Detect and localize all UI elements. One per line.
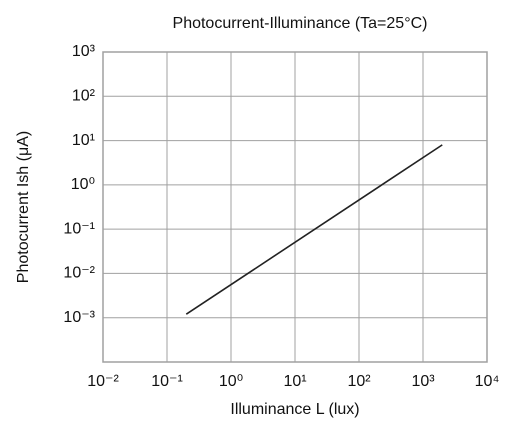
y-tick-label: 10⁰	[71, 176, 95, 193]
y-tick-label: 10³	[72, 43, 96, 60]
y-tick-label: 10²	[72, 88, 96, 105]
x-tick-label: 10³	[411, 373, 435, 390]
y-tick-label: 10⁻³	[63, 309, 95, 326]
y-tick-label: 10⁻²	[63, 265, 95, 282]
y-tick-label: 10¹	[72, 132, 95, 149]
x-tick-label: 10⁰	[219, 373, 243, 390]
line	[185, 144, 443, 315]
y-tick-label: 10⁻¹	[63, 220, 95, 237]
x-tick-label: 10⁻²	[87, 373, 119, 390]
x-tick-label: 10⁻¹	[151, 373, 183, 390]
x-axis-label: Illuminance L (lux)	[230, 401, 359, 418]
x-tick-label: 10⁴	[475, 373, 500, 390]
x-tick-label: 10²	[347, 373, 371, 390]
x-tick-label: 10¹	[283, 373, 306, 390]
chart-title: Photocurrent-Illuminance (Ta=25°C)	[173, 15, 428, 32]
y-axis-label: Photocurrent Ish (μA)	[15, 131, 32, 283]
